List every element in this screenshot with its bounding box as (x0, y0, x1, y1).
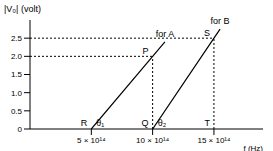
svg-text:2.5: 2.5 (11, 34, 23, 43)
svg-text:f (Hz): f (Hz) (243, 144, 263, 151)
svg-text:0: 0 (18, 125, 23, 134)
svg-text:5 × 10¹⁴: 5 × 10¹⁴ (77, 136, 106, 145)
svg-text:15 × 10¹⁴: 15 × 10¹⁴ (197, 136, 231, 145)
svg-text:for A: for A (156, 29, 175, 39)
svg-text:θ₂: θ₂ (158, 118, 167, 128)
svg-text:2.0: 2.0 (11, 52, 23, 61)
svg-text:R: R (81, 118, 88, 128)
svg-text:P: P (143, 46, 149, 56)
svg-text:θ₁: θ₁ (96, 118, 104, 128)
svg-text:Q: Q (142, 118, 149, 128)
svg-text:1.5: 1.5 (11, 70, 23, 79)
svg-text:S: S (204, 28, 210, 38)
svg-text:|V₀| (volt): |V₀| (volt) (8, 4, 41, 14)
svg-text:for B: for B (211, 16, 230, 26)
svg-text:0.5: 0.5 (11, 107, 23, 116)
svg-text:T: T (204, 118, 210, 128)
svg-text:1.0: 1.0 (11, 89, 23, 98)
svg-text:10 × 10¹⁴: 10 × 10¹⁴ (136, 136, 170, 145)
